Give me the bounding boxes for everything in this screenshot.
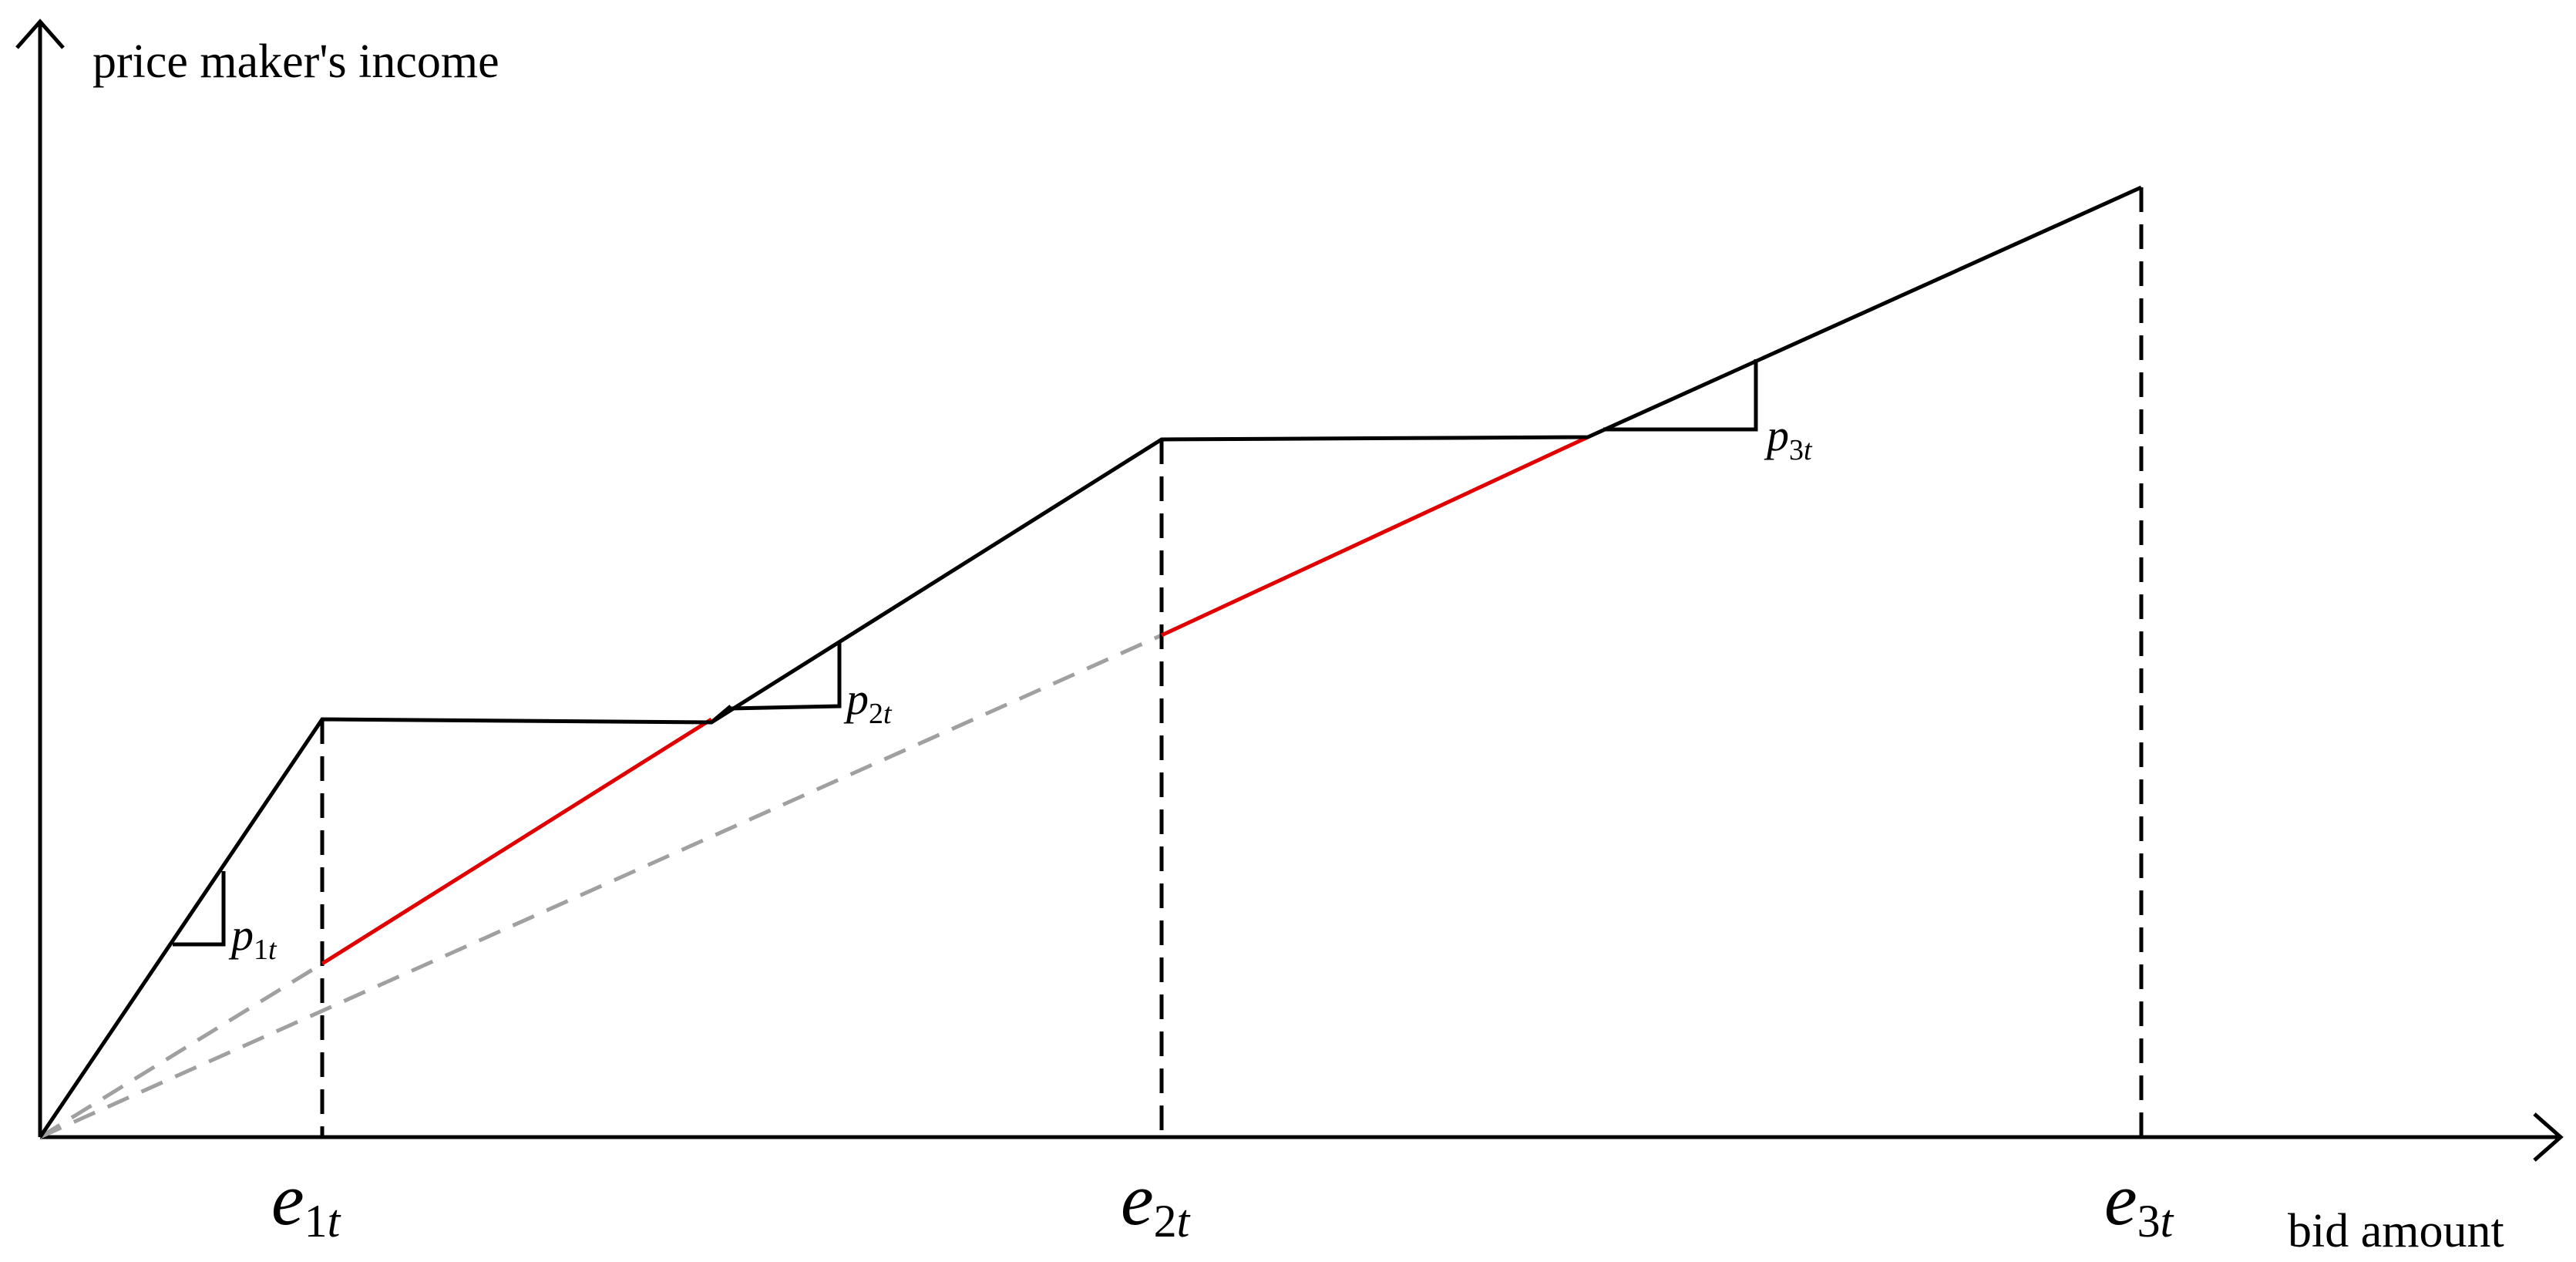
highlight-segments [321,435,1589,966]
y-axis-label: price maker's income [92,35,499,88]
slope-label-p3t-sub-italic: t [1804,434,1813,466]
tick-label-e1t-base: e [271,1158,304,1240]
slope-label-p1t: p1t [228,910,277,966]
x-axis-arrowhead [2533,1112,2564,1162]
tick-label-e3t-sub-italic: t [2161,1196,2174,1247]
slope-label-p2t-sub-italic: t [883,698,893,730]
slope-label-p1t-sub-italic: t [268,934,277,966]
reference-line-1 [39,961,324,1139]
drop-lines [320,187,2144,1137]
axes [15,19,2564,1162]
slope-label-p3t-base: p [1764,410,1789,460]
reference-lines [39,633,1163,1139]
tick-label-e1t-sub-italic: t [328,1196,341,1247]
x-axis-label: bid amount [2288,1205,2504,1257]
slope-label-p3t: p3t [1764,410,1813,466]
slope-label-p3t-sub: 3 [1789,434,1804,466]
tick-label-e3t-base: e [2104,1158,2137,1240]
slope-triangle-3 [1603,359,1758,432]
slope-triangle-2 [730,641,842,711]
slope-label-p2t: p2t [843,674,893,730]
tick-label-e3t-sub: 3 [2137,1196,2161,1247]
tick-label-e3t: e3t [2104,1158,2174,1247]
tick-label-e2t-base: e [1121,1158,1154,1240]
highlight-segment-1 [321,717,713,966]
slope-label-p1t-base: p [228,910,254,960]
tick-label-e2t-sub: 2 [1154,1196,1177,1247]
y-axis-arrowhead [15,19,65,49]
slope-triangle-1 [173,871,226,947]
highlight-segment-2 [1160,435,1589,638]
tick-label-e1t: e1t [271,1158,341,1247]
income-curve [38,185,2143,1139]
tick-label-e1t-sub: 1 [304,1196,328,1247]
tick-label-e2t: e2t [1121,1158,1191,1247]
slope-triangles [173,359,1758,947]
slope-label-p2t-sub: 2 [869,698,883,730]
plateau-cap-1 [710,705,732,724]
tick-label-e2t-sub-italic: t [1177,1196,1191,1247]
slope-label-p1t-sub: 1 [254,934,268,966]
slope-label-p2t-base: p [843,674,869,724]
reference-line-2 [39,633,1163,1139]
